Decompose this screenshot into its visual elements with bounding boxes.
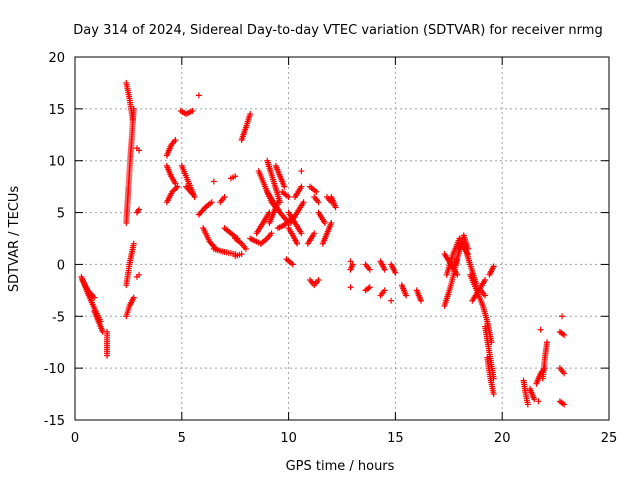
data-point [490,263,497,270]
data-point [300,199,307,206]
data-point [531,396,538,403]
data-point [392,269,399,276]
y-tick-label: 0 [57,258,65,273]
data-point [366,284,373,291]
data-point [172,136,179,143]
data-point [537,326,544,333]
data-point [388,297,395,304]
data-point [535,398,542,405]
data-point [349,261,356,268]
data-point [189,107,196,114]
data-point [482,276,489,283]
data-point [172,180,179,187]
data-point [332,204,339,211]
data-point [247,111,254,118]
data-point [130,240,137,247]
data-point [195,92,202,99]
data-point [298,230,305,237]
data-point [268,230,275,237]
data-point [298,168,305,175]
x-tick-label: 25 [601,431,618,446]
data-point [191,194,198,201]
data-point [136,206,143,213]
data-point [242,245,249,252]
x-tick-label: 20 [494,431,511,446]
data-point [544,339,551,346]
data-point [174,183,181,190]
data-point [294,240,301,247]
data-point [313,188,320,195]
data-point [381,266,388,273]
chart-title: Day 314 of 2024, Sidereal Day-to-day VTE… [73,23,602,38]
data-point [366,266,373,273]
grid-lines [75,57,609,420]
data-point [315,276,322,283]
data-point [285,194,292,201]
data-point [130,105,137,112]
y-tick-label: 5 [57,207,65,222]
y-tick-label: 20 [48,51,65,66]
data-point [328,219,335,226]
data-point [524,401,531,408]
data-point [561,401,568,408]
data-point [210,178,217,185]
data-point [104,352,111,359]
data-point [221,194,228,201]
x-tick-label: 5 [178,431,186,446]
data-point [130,294,137,301]
data-point [559,313,566,320]
data-point [173,184,180,191]
data-point [208,199,215,206]
data-point [136,271,143,278]
data-point [274,199,281,206]
y-axis-label: SDTVAR / TECUs [7,186,22,293]
data-point [91,294,98,301]
data-point [454,271,461,278]
data-point [381,287,388,294]
data-point [347,258,354,265]
plot-frame [74,56,610,421]
data-point [561,331,568,338]
x-tick-label: 15 [387,431,404,446]
data-point [232,173,239,180]
data-point [482,292,489,299]
data-markers [78,79,568,408]
x-tick-label: 10 [280,431,297,446]
x-axis-label: GPS time / hours [286,459,395,474]
x-tick-label: 0 [71,431,79,446]
y-tick-label: -5 [52,310,65,325]
data-point [561,370,568,377]
y-tick-label: -10 [44,362,65,377]
y-tick-label: -15 [44,414,65,429]
y-axis-ticks: -15 -10 -5 0 5 10 15 20 [44,51,609,429]
data-point [490,391,497,398]
data-point [281,183,288,190]
x-axis-ticks: 0 5 10 15 20 25 [71,57,617,446]
y-tick-label: 15 [48,103,65,118]
data-point [311,230,318,237]
data-point [289,261,296,268]
data-point [238,251,245,258]
data-point [347,284,354,291]
data-point [321,219,328,226]
y-tick-label: 10 [48,155,65,170]
data-point [403,292,410,299]
data-point [418,297,425,304]
data-point [315,199,322,206]
data-point [136,147,143,154]
data-point [298,183,305,190]
data-point [189,190,196,197]
